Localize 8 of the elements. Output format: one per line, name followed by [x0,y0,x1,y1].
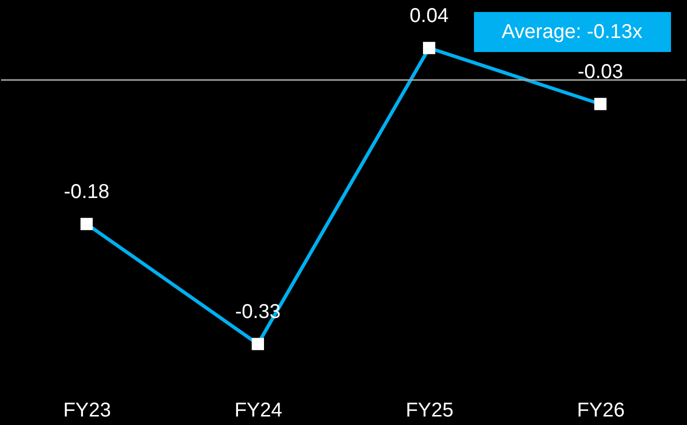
x-tick-label: FY25 [406,400,454,422]
x-tick-label: FY26 [576,400,625,422]
data-label: 0.04 [410,5,449,27]
data-label: -0.18 [64,181,110,203]
text: Average: -0.13x [502,21,642,43]
data-label: -0.03 [578,61,624,83]
x-tick-label: FY23 [63,400,112,422]
x-tick-label: FY24 [234,400,282,422]
